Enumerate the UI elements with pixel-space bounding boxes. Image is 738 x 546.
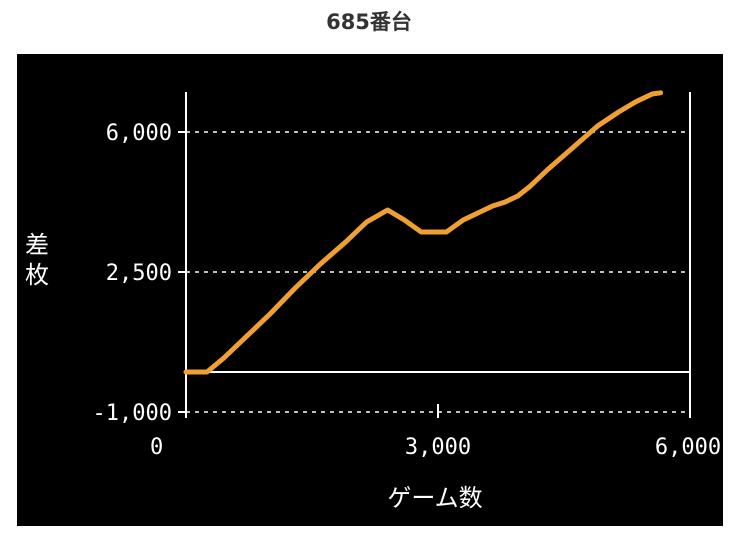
series	[183, 90, 664, 375]
y-tick-label: 2,500	[106, 261, 172, 286]
grid-lines	[186, 131, 690, 413]
x-tick-label: 3,000	[405, 435, 471, 460]
y-tick-label: -1,000	[93, 401, 172, 426]
y-tick-label: 6,000	[106, 121, 172, 146]
x-tick-label: 6,000	[655, 435, 721, 460]
y-axis-label-line2: 枚	[25, 261, 49, 289]
chart-panel: -1,000 2,500 6,000 0 3,000 6,000 差 枚 ゲーム数	[17, 54, 723, 526]
x-axis-label: ゲーム数	[387, 484, 482, 512]
chart-title: 685番台	[326, 10, 412, 34]
ticks: -1,000 2,500 6,000 0 3,000 6,000	[93, 121, 722, 460]
line-chart: -1,000 2,500 6,000 0 3,000 6,000 差 枚 ゲーム数	[25, 90, 722, 512]
y-axis-label-line1: 差	[25, 231, 49, 259]
x-tick-label: 0	[150, 435, 163, 460]
axes	[185, 92, 691, 418]
series-line	[183, 90, 664, 375]
